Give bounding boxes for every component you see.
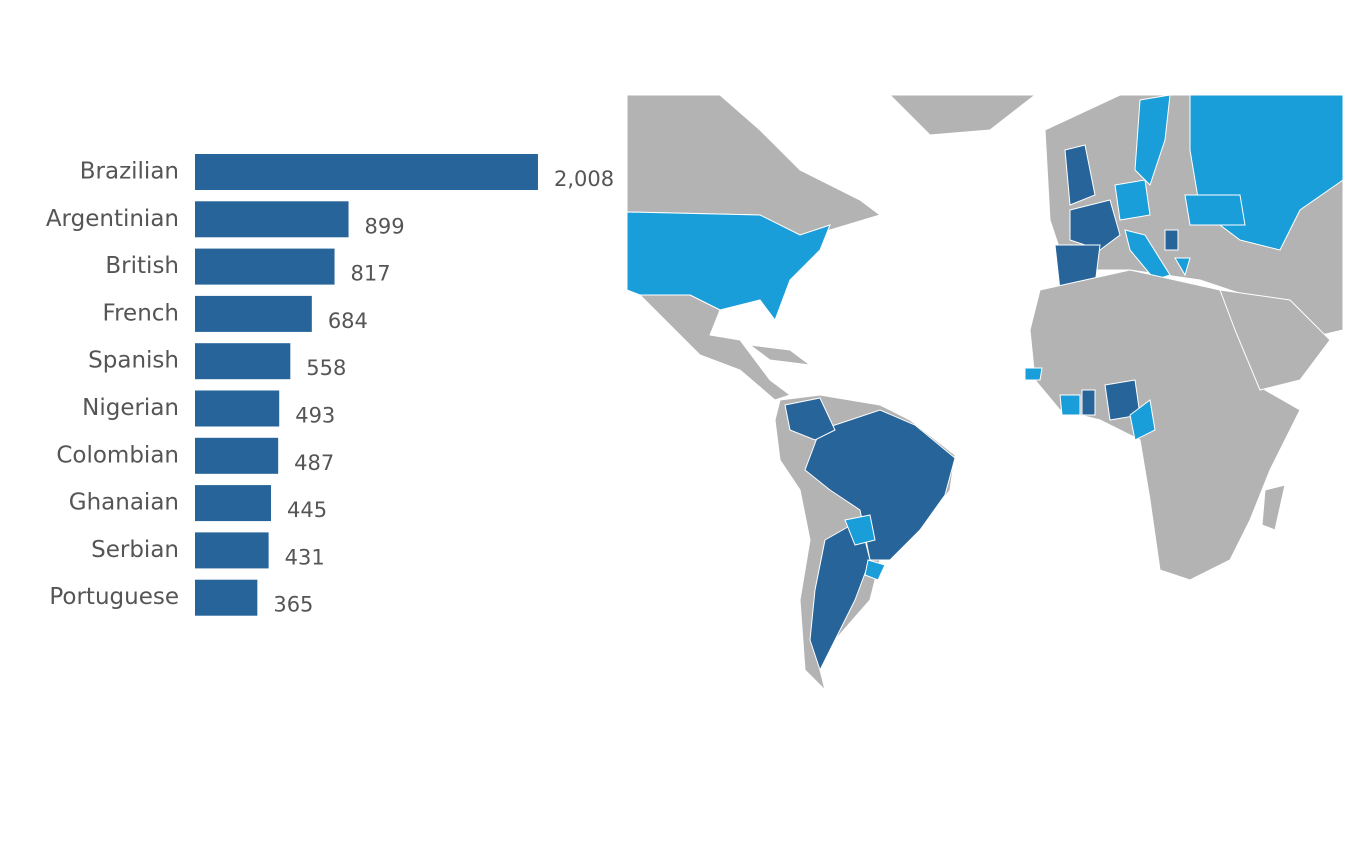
bar [195, 390, 280, 427]
value-label: 817 [351, 262, 391, 286]
value-label: 445 [287, 498, 327, 522]
value-label: 899 [365, 214, 405, 238]
bar [195, 343, 291, 380]
category-label: Serbian [91, 537, 179, 563]
world-map [626, 94, 1344, 692]
bar [195, 579, 258, 616]
value-label: 431 [285, 545, 325, 569]
category-label: Brazilian [80, 159, 179, 185]
category-label: Ghanaian [69, 490, 179, 516]
category-label: Argentinian [46, 206, 179, 232]
value-label: 365 [273, 593, 313, 617]
value-label: 487 [294, 451, 334, 475]
category-label: Spanish [88, 348, 179, 374]
bar [195, 201, 349, 238]
category-label: Colombian [56, 442, 179, 468]
category-label: Nigerian [82, 395, 179, 421]
category-label: Portuguese [49, 584, 179, 610]
bar [195, 154, 538, 190]
category-label: French [103, 300, 179, 326]
bar [195, 248, 335, 285]
value-label: 558 [306, 356, 346, 380]
bar [195, 532, 269, 569]
bar [195, 295, 312, 332]
bar [195, 437, 279, 474]
bar [195, 485, 272, 522]
category-label: British [105, 253, 179, 279]
value-label: 2,008 [554, 167, 614, 191]
value-label: 493 [295, 404, 335, 428]
value-label: 684 [328, 309, 368, 333]
